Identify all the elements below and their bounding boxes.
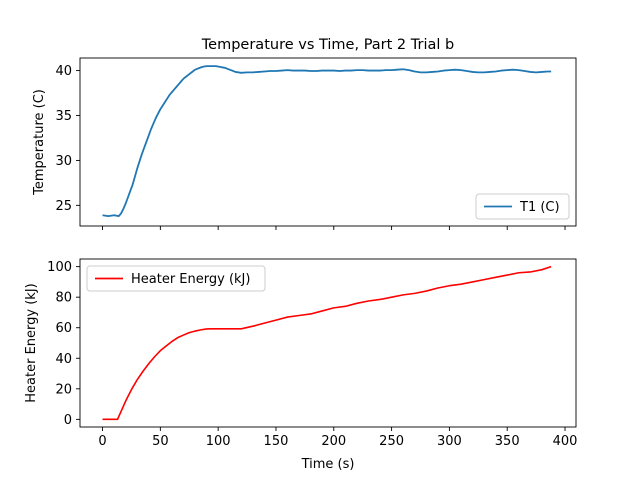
axes-frame [79, 258, 577, 428]
chart-panel-2: 0 50 100 150 200 250 300 350 400 0 20 40 60 80 100 Time… [24, 258, 578, 472]
y-tick-label: 80 [55, 291, 72, 306]
y-tick-label: 40 [55, 64, 72, 79]
chart-title: Temperature vs Time, Part 2 Trial b [201, 37, 454, 53]
y-tick-label: 35 [55, 109, 72, 124]
y-tick-label: 25 [55, 199, 72, 214]
x-tick-label: 0 [98, 434, 106, 449]
legend-box [475, 193, 570, 220]
legend-label: T1 (C) [519, 200, 560, 215]
x-tick-label: 50 [152, 434, 169, 449]
x-tick-label: 200 [321, 434, 346, 449]
legend: T1 (C) [475, 193, 570, 220]
x-tick-label: 400 [553, 434, 578, 449]
chart-panel-1: 25 30 35 40 Temperature vs Time, Part 2 Tria… [32, 37, 577, 230]
legend-box [86, 265, 266, 292]
series-line-2-1 [102, 265, 552, 421]
x-tick-label: 100 [206, 434, 231, 449]
y-tick-label: 0 [64, 413, 72, 428]
y-tick-label: 100 [47, 260, 72, 275]
axes-frame [79, 57, 577, 227]
legend-label: Heater Energy (kJ) [131, 272, 250, 287]
x-axis-label: Time (s) [301, 457, 355, 472]
x-tick-label: 150 [264, 434, 289, 449]
y-axis-label: Temperature (C) [32, 89, 47, 196]
series-line-1-1 [102, 65, 552, 218]
x-tick-label: 250 [379, 434, 404, 449]
y-tick-label: 40 [55, 352, 72, 367]
y-tick-label: 20 [55, 382, 72, 397]
y-tick-label: 60 [55, 321, 72, 336]
y-axis-label: Heater Energy (kJ) [24, 283, 39, 402]
x-tick-label: 350 [495, 434, 520, 449]
legend: Heater Energy (kJ) [86, 265, 266, 292]
y-tick-label: 30 [55, 154, 72, 169]
x-tick-label: 300 [437, 434, 462, 449]
